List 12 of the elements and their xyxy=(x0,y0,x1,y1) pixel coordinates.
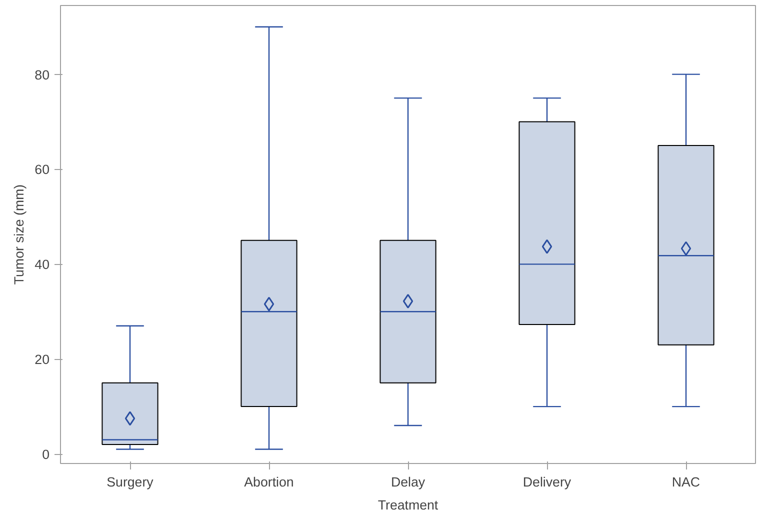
y-tick-label: 0 xyxy=(42,447,50,462)
x-tick-label: Delay xyxy=(390,474,426,490)
x-axis-title: Treatment xyxy=(378,498,438,512)
x-tick-label: Abortion xyxy=(244,474,294,490)
y-tick-label: 40 xyxy=(34,257,50,272)
x-tick-label: NAC xyxy=(672,474,700,490)
y-tick-label: 20 xyxy=(34,352,50,368)
x-tick-label: Delivery xyxy=(522,474,572,490)
x-tick-label: Surgery xyxy=(106,474,154,490)
y-tick-label: 60 xyxy=(34,162,50,178)
y-axis-title: Tumor size (mm) xyxy=(12,184,27,285)
y-tick-label: 80 xyxy=(34,67,50,82)
